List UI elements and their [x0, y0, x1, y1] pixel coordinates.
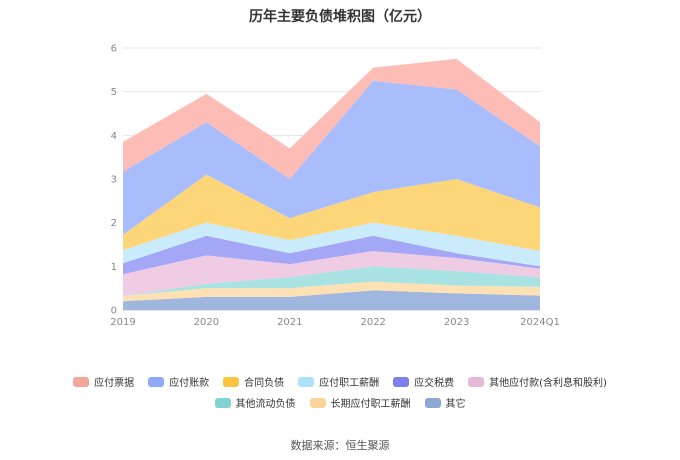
legend-label: 应交税费: [414, 378, 455, 389]
legend-swatch: [214, 397, 231, 408]
chart-title: 历年主要负债堆积图（亿元）: [249, 9, 431, 25]
area-series-4: [123, 235, 540, 275]
area-series-6: [123, 174, 540, 252]
legend-item[interactable]: 应交税费: [393, 374, 454, 389]
y-tick-label: 0: [111, 306, 117, 317]
legend-swatch: [223, 376, 240, 387]
legend-swatch: [148, 376, 165, 387]
legend-swatch: [298, 376, 315, 387]
legend-label: 其他流动负债: [235, 399, 296, 410]
area-series-1: [123, 281, 540, 302]
y-tick-label: 2: [111, 218, 117, 229]
x-tick-label: 2020: [194, 317, 219, 328]
legend-item[interactable]: 其它: [424, 395, 466, 410]
y-tick-label: 1: [111, 262, 117, 273]
area-series-5: [123, 222, 540, 267]
legend-swatch: [393, 376, 410, 387]
chart-legend: 应付票据 应付账款 合同负债 应付职工薪酬 应交税费 其他应付款(含利息和股利) 其他流动负…: [60, 374, 620, 410]
x-tick-label: 2023: [444, 317, 469, 328]
legend-label: 合同负债: [244, 378, 285, 389]
legend-swatch: [73, 376, 90, 387]
legend-item[interactable]: 其他流动负债: [214, 395, 296, 410]
data-source: 数据来源：恒生聚源: [290, 439, 390, 452]
legend-label: 应付账款: [169, 378, 210, 389]
legend-swatch: [424, 397, 441, 408]
legend-item[interactable]: 其他应付款(含利息和股利): [468, 374, 607, 389]
x-tick-label: 2022: [360, 317, 385, 328]
area-series-2: [123, 266, 540, 297]
area-series-3: [123, 251, 540, 297]
legend-swatch: [309, 397, 326, 408]
legend-item[interactable]: 长期应付职工薪酬: [309, 395, 411, 410]
legend-item[interactable]: 合同负债: [223, 374, 284, 389]
legend-swatch: [468, 376, 485, 387]
area-series-0: [123, 290, 540, 310]
area-series-7: [123, 80, 540, 235]
y-tick-label: 6: [111, 44, 117, 55]
y-tick-label: 4: [111, 131, 117, 142]
x-tick-label: 2021: [277, 317, 302, 328]
area-series-8: [123, 58, 540, 179]
legend-item[interactable]: 应付票据: [73, 374, 134, 389]
y-tick-label: 5: [111, 87, 117, 98]
legend-label: 应付票据: [94, 378, 135, 389]
legend-item[interactable]: 应付账款: [148, 374, 209, 389]
legend-label: 应付职工薪酬: [319, 378, 380, 389]
legend-label: 其他应付款(含利息和股利): [489, 378, 607, 389]
y-tick-label: 3: [111, 175, 117, 186]
x-tick-label: 2024Q1: [520, 317, 560, 328]
x-tick-label: 2019: [110, 317, 135, 328]
legend-label: 长期应付职工薪酬: [330, 399, 411, 410]
legend-item[interactable]: 应付职工薪酬: [298, 374, 379, 389]
legend-label: 其它: [445, 399, 466, 410]
